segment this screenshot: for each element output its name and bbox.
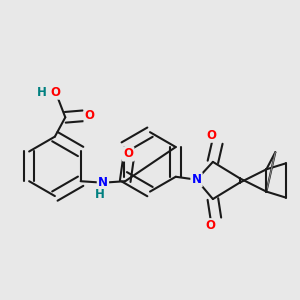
- Text: O: O: [205, 219, 215, 232]
- Text: H: H: [37, 85, 46, 98]
- Text: N: N: [98, 176, 108, 189]
- Text: H: H: [94, 188, 104, 201]
- Text: N: N: [191, 173, 202, 186]
- Text: O: O: [50, 85, 60, 98]
- Text: O: O: [206, 129, 216, 142]
- Text: O: O: [85, 109, 95, 122]
- Text: O: O: [123, 147, 133, 161]
